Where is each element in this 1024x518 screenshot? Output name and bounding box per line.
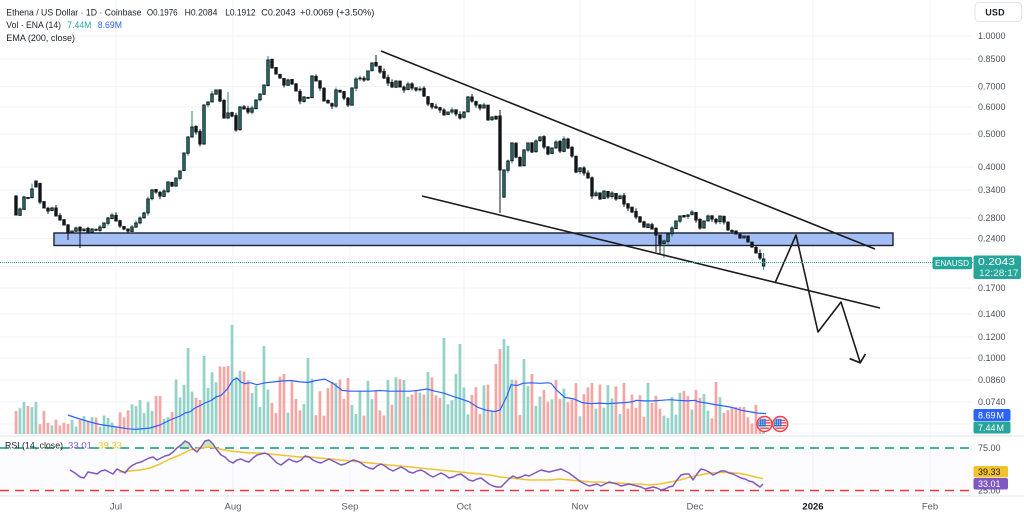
svg-text:0.2400: 0.2400 bbox=[978, 234, 1006, 244]
svg-text:75.00: 75.00 bbox=[978, 443, 1001, 453]
svg-text:Sep: Sep bbox=[342, 502, 359, 513]
svg-text:0.3400: 0.3400 bbox=[978, 185, 1006, 195]
svg-text:RSI (14, close): RSI (14, close) bbox=[5, 440, 63, 450]
svg-text:Feb: Feb bbox=[922, 502, 938, 513]
svg-text:EMA (200, close): EMA (200, close) bbox=[6, 33, 75, 43]
svg-text:39.33: 39.33 bbox=[978, 467, 1001, 477]
svg-text:Jul: Jul bbox=[110, 502, 122, 513]
svg-text:0.7000: 0.7000 bbox=[978, 82, 1006, 92]
svg-text:O0.1976: O0.1976 bbox=[147, 8, 178, 18]
svg-text:33.01: 33.01 bbox=[978, 479, 1001, 489]
svg-text:Aug: Aug bbox=[225, 502, 242, 513]
svg-text:12:28:17: 12:28:17 bbox=[979, 268, 1019, 278]
svg-text:2026: 2026 bbox=[802, 502, 823, 513]
svg-text:0.5000: 0.5000 bbox=[978, 129, 1006, 139]
svg-text:1.0000: 1.0000 bbox=[978, 31, 1006, 41]
svg-text:USD: USD bbox=[985, 8, 1005, 18]
svg-text:7.44M: 7.44M bbox=[67, 20, 91, 30]
svg-text:0.1400: 0.1400 bbox=[978, 309, 1006, 319]
svg-text:33.01: 33.01 bbox=[68, 440, 92, 450]
svg-text:H0.2084: H0.2084 bbox=[185, 8, 218, 18]
svg-text:0.6000: 0.6000 bbox=[978, 102, 1006, 112]
svg-text:+0.0069: +0.0069 bbox=[300, 8, 333, 18]
svg-text:Nov: Nov bbox=[572, 502, 589, 513]
svg-text:C0.2043: C0.2043 bbox=[261, 8, 295, 18]
svg-text:8.69M: 8.69M bbox=[98, 20, 122, 30]
svg-text:0.1700: 0.1700 bbox=[978, 283, 1006, 293]
svg-text:8.69M: 8.69M bbox=[978, 411, 1004, 421]
svg-text:(+3.50%): (+3.50%) bbox=[336, 8, 374, 18]
svg-text:0.1200: 0.1200 bbox=[978, 332, 1006, 342]
svg-text:Ethena / US Dollar · 1D · Coin: Ethena / US Dollar · 1D · Coinbase bbox=[6, 8, 141, 18]
svg-text:39.33: 39.33 bbox=[98, 440, 122, 450]
svg-text:0.2800: 0.2800 bbox=[978, 213, 1006, 223]
svg-text:0.8500: 0.8500 bbox=[978, 54, 1006, 64]
svg-text:0.4000: 0.4000 bbox=[978, 162, 1006, 172]
svg-text:25.00: 25.00 bbox=[978, 486, 1001, 496]
svg-text:Dec: Dec bbox=[687, 502, 704, 513]
svg-text:Vol · ENA (14): Vol · ENA (14) bbox=[6, 20, 61, 30]
svg-text:7.44M: 7.44M bbox=[978, 423, 1004, 433]
svg-text:L0.1912: L0.1912 bbox=[225, 8, 255, 18]
svg-text:ENAUSD: ENAUSD bbox=[935, 259, 969, 268]
svg-text:Oct: Oct bbox=[457, 502, 472, 513]
svg-text:0.0740: 0.0740 bbox=[978, 397, 1006, 407]
svg-text:0.2043: 0.2043 bbox=[978, 256, 1015, 268]
svg-text:0.0860: 0.0860 bbox=[978, 375, 1006, 385]
svg-text:0.1000: 0.1000 bbox=[978, 353, 1006, 363]
